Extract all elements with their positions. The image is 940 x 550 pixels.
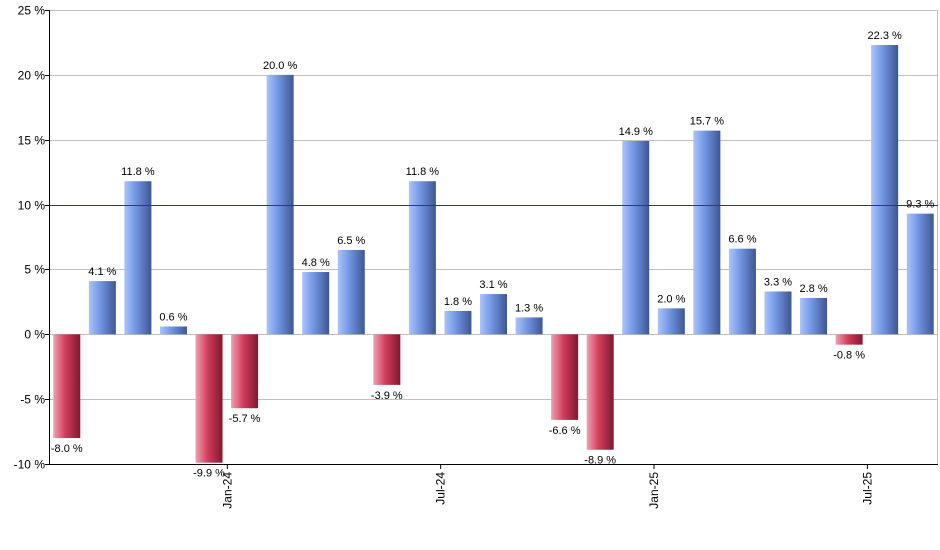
axes: -10 % -5 % 0 % 5 % 10 % 15 % 20 % 25 % Jan-24 Jul… xyxy=(14,4,938,509)
bar-value-label: -9.9 % xyxy=(193,468,225,480)
bar-value-label: 20.0 % xyxy=(263,60,297,72)
bar-value-label: 15.7 % xyxy=(690,116,724,128)
bar-value-label: 4.1 % xyxy=(88,266,116,278)
bar xyxy=(53,334,81,439)
bar xyxy=(266,74,294,335)
y-tick-label: -10 % xyxy=(14,458,46,472)
bar xyxy=(337,249,365,335)
bar-value-label: 6.6 % xyxy=(728,234,756,246)
bar xyxy=(622,141,650,335)
bar-value-label: -8.0 % xyxy=(51,443,83,455)
bar xyxy=(551,334,579,420)
bar xyxy=(835,334,863,345)
bar xyxy=(231,334,259,409)
y-tick-label: 0 % xyxy=(24,328,45,342)
bar xyxy=(373,334,401,385)
bar xyxy=(800,297,828,335)
bar-value-label: 14.9 % xyxy=(619,126,653,138)
bar-value-label: 1.3 % xyxy=(515,302,543,314)
bar xyxy=(871,45,899,335)
bar xyxy=(408,181,436,335)
bar-value-label: 9.3 % xyxy=(906,199,934,211)
bar-value-label: 4.8 % xyxy=(302,257,330,269)
bar-value-label: 1.8 % xyxy=(444,296,472,308)
bar-value-label: 2.0 % xyxy=(657,293,685,305)
y-tick-label: 25 % xyxy=(18,4,46,18)
bar-value-label: 2.8 % xyxy=(799,283,827,295)
bar xyxy=(586,334,614,450)
x-tick-label: Jul-25 xyxy=(860,472,874,505)
bar-value-label: 0.6 % xyxy=(159,312,187,324)
y-tick-label: 20 % xyxy=(18,69,46,83)
bar xyxy=(124,181,152,335)
y-tick-label: -5 % xyxy=(20,393,45,407)
bar xyxy=(657,308,685,335)
bar xyxy=(515,317,543,335)
bar-value-label: 11.8 % xyxy=(406,166,440,178)
bar xyxy=(302,272,330,335)
bar xyxy=(764,291,792,335)
bar-value-label: 3.1 % xyxy=(479,279,507,291)
bar-value-label: -0.8 % xyxy=(833,350,865,362)
bar-value-label: 11.8 % xyxy=(121,166,155,178)
bar xyxy=(195,334,223,463)
bar-value-label: 6.5 % xyxy=(337,235,365,247)
bars xyxy=(53,45,934,463)
bar xyxy=(444,310,472,335)
x-tick-label: Jul-24 xyxy=(434,472,448,505)
x-tick-label: Jan-25 xyxy=(647,472,661,509)
bar xyxy=(728,248,756,335)
bar xyxy=(693,130,721,335)
bar-value-label: 3.3 % xyxy=(764,276,792,288)
gridlines xyxy=(49,10,938,465)
bar xyxy=(88,281,116,335)
bar xyxy=(480,294,507,335)
bar-value-label: 22.3 % xyxy=(868,30,902,42)
bar xyxy=(159,326,187,335)
bar-value-label: -8.9 % xyxy=(584,455,616,467)
data-labels: -8.0 % 4.1 % 11.8 % 0.6 % -9.9 % -5.7 % 20.0 %… xyxy=(51,30,935,480)
y-tick-label: 5 % xyxy=(24,263,45,277)
bar xyxy=(906,213,934,335)
x-tick-label: Jan-24 xyxy=(220,472,234,509)
bar-value-label: -5.7 % xyxy=(229,413,261,425)
y-tick-label: 15 % xyxy=(18,134,46,148)
bar-value-label: -6.6 % xyxy=(549,425,581,437)
bar-value-label: -3.9 % xyxy=(371,390,403,402)
y-tick-label: 10 % xyxy=(18,199,46,213)
